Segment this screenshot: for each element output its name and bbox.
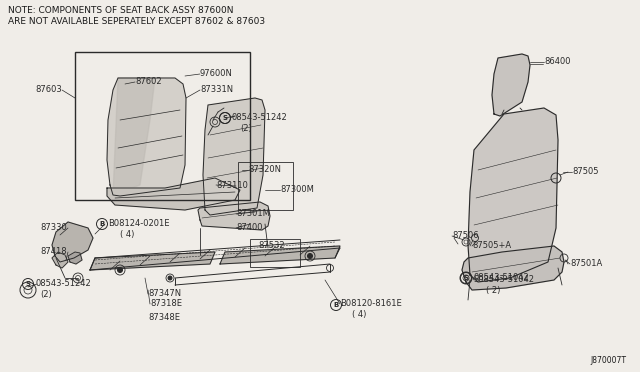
Text: J870007T: J870007T [590,356,626,365]
Text: 87347N: 87347N [148,289,181,298]
Text: 87330: 87330 [40,224,67,232]
Text: 08543-51242: 08543-51242 [232,113,288,122]
Text: ARE NOT AVAILABLE SEPERATELY EXCEPT 87602 & 87603: ARE NOT AVAILABLE SEPERATELY EXCEPT 8760… [8,17,265,26]
Polygon shape [468,108,558,282]
Polygon shape [220,246,340,264]
Text: 87418: 87418 [40,247,67,257]
Polygon shape [52,222,93,262]
Text: (2): (2) [40,289,52,298]
Text: 08543-51242: 08543-51242 [35,279,91,289]
Circle shape [307,253,312,259]
Text: ( 4): ( 4) [120,230,134,238]
Polygon shape [52,252,68,268]
Polygon shape [203,98,265,215]
Text: S08543-51042: S08543-51042 [474,276,535,285]
Text: 87505: 87505 [572,167,598,176]
Text: 87301M: 87301M [236,209,270,218]
Polygon shape [68,252,82,264]
Text: 87501A: 87501A [570,260,602,269]
Circle shape [168,276,172,280]
Polygon shape [90,252,215,270]
Bar [250,239,300,267]
Text: 87532: 87532 [258,241,285,250]
Text: ( 2): ( 2) [486,286,500,295]
Polygon shape [113,78,155,195]
Text: B: B [99,221,104,227]
Text: 87603: 87603 [35,86,62,94]
Text: 87505+A: 87505+A [472,241,511,250]
Text: 87400: 87400 [236,224,262,232]
Text: S: S [463,275,468,281]
Polygon shape [107,78,186,196]
Text: ( 4): ( 4) [352,310,366,318]
Bar [238,162,293,210]
Text: 87348E: 87348E [148,314,180,323]
Text: 87320N: 87320N [248,166,281,174]
Text: 08543-51042: 08543-51042 [474,273,530,282]
Text: 87602: 87602 [135,77,162,87]
Bar [75,52,250,200]
Text: (2): (2) [240,124,252,132]
Polygon shape [492,54,530,116]
Text: B: B [333,302,339,308]
Text: S: S [223,115,227,121]
Text: 87331N: 87331N [200,86,233,94]
Text: 87300M: 87300M [280,186,314,195]
Polygon shape [107,178,240,210]
Text: B08120-8161E: B08120-8161E [340,299,402,308]
Text: 97600N: 97600N [200,70,233,78]
Text: NOTE: COMPONENTS OF SEAT BACK ASSY 87600N: NOTE: COMPONENTS OF SEAT BACK ASSY 87600… [8,6,234,15]
Text: 87506: 87506 [452,231,479,241]
Polygon shape [462,246,564,290]
Text: S: S [26,281,31,287]
Polygon shape [198,202,270,230]
Circle shape [118,267,122,273]
Text: 86400: 86400 [544,58,570,67]
Text: 873110: 873110 [216,180,248,189]
Text: B08124-0201E: B08124-0201E [108,219,170,228]
Text: 87318E: 87318E [150,299,182,308]
